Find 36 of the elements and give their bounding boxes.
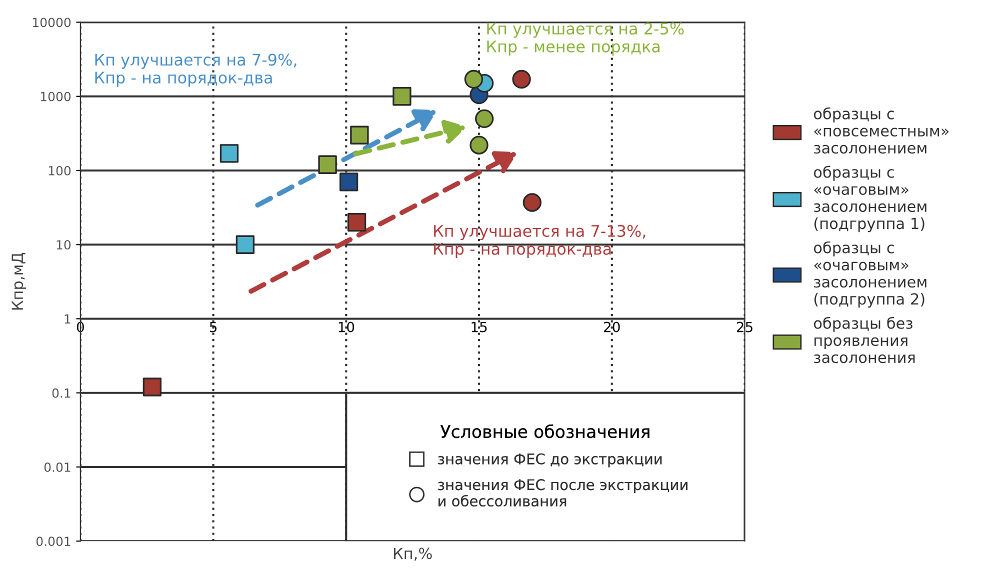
annotation: значения ФЕС после экстракции и обессоливания — [438, 479, 688, 507]
point — [512, 70, 531, 89]
point — [347, 212, 366, 232]
y-tick-label: 10 — [56, 240, 71, 250]
annotation: Кп улучшается на 2-5% Кпр - менее порядка — [487, 22, 684, 56]
x-tick-label: 20 — [604, 322, 620, 332]
y-tick-label: 1000 — [40, 92, 71, 102]
legend-label: образцы без проявления засолонения — [814, 316, 915, 364]
point — [236, 235, 255, 254]
y-tick-label: 100 — [48, 166, 71, 176]
legend-label: образцы с «очаговым» засолонением (подгруппа 1) — [814, 166, 926, 232]
legend-title: Условные обозначения — [440, 424, 650, 438]
point — [392, 87, 412, 106]
annotation: Кп улучшается на 7-9%, Кпр - на порядок-два — [95, 54, 296, 87]
point — [142, 378, 162, 396]
y-tick-label: 0.001 — [36, 536, 70, 546]
y-tick-label: 10000 — [33, 18, 71, 28]
x-tick-label: 15 — [472, 322, 487, 332]
x-axis-title: Кп,% — [394, 548, 432, 561]
point — [350, 126, 369, 144]
annotation: Кп улучшается на 7-13%, Кпр - на порядок-два — [434, 224, 646, 258]
point — [470, 136, 488, 154]
y-tick-label: 1 — [64, 314, 70, 324]
point — [464, 70, 484, 89]
point — [474, 109, 494, 128]
y-tick-label: 0.1 — [52, 388, 70, 398]
x-tick-label: 5 — [210, 322, 216, 332]
point — [339, 172, 358, 192]
y-tick-label: 0.01 — [44, 462, 70, 472]
point — [318, 155, 337, 174]
y-axis-title: Кпр,мД — [12, 253, 26, 310]
annotation: значения ФЕС до экстракции — [438, 453, 662, 468]
point — [220, 144, 239, 163]
x-tick-label: 10 — [338, 322, 354, 332]
legend-label: образцы с «очаговым» засолонением (подгруппа 2) — [814, 241, 926, 308]
point — [522, 193, 542, 212]
